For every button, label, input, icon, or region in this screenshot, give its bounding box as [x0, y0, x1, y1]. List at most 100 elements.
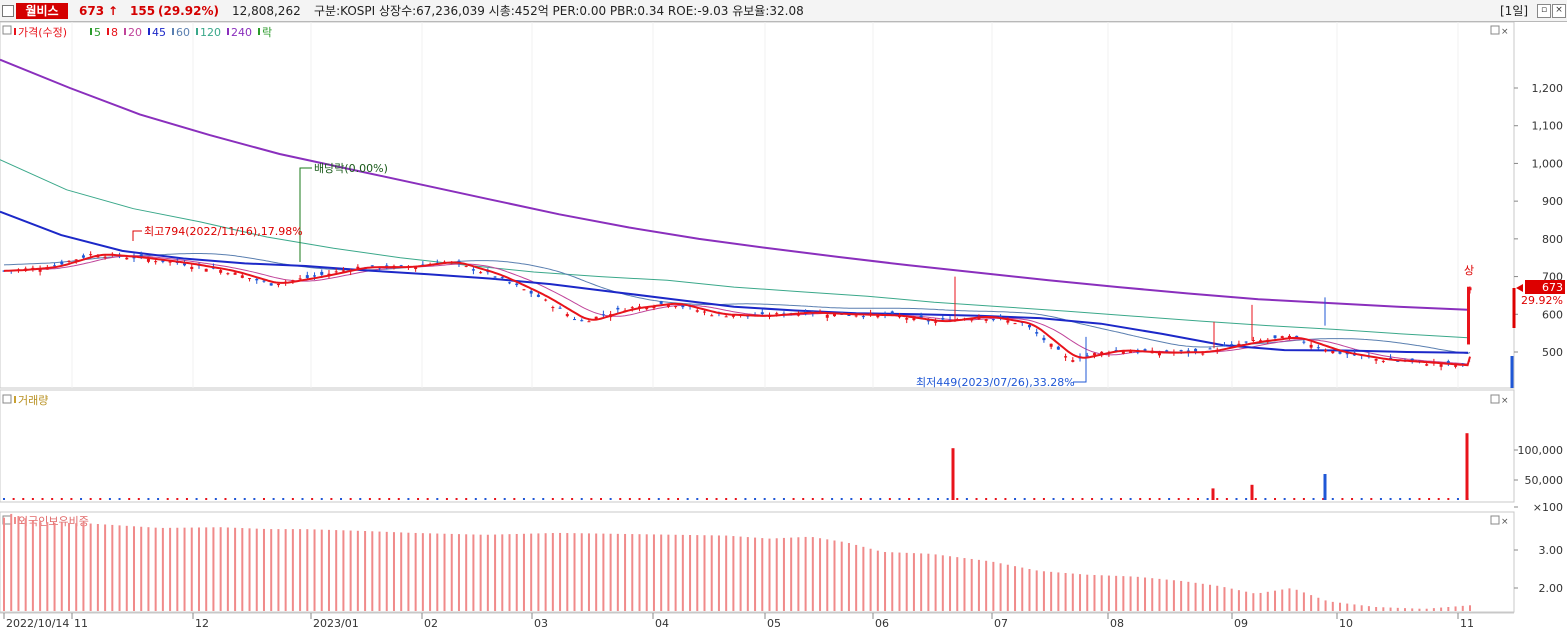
foreign-bar: [855, 544, 858, 611]
volume-bar: [1370, 498, 1373, 500]
foreign-bar: [1237, 590, 1240, 611]
current-price-tag: 673 29.92%: [1510, 280, 1565, 388]
volume-bar: [580, 498, 583, 500]
close-panel-icon[interactable]: ×: [1501, 27, 1509, 37]
foreign-bar: [905, 552, 908, 611]
candle-body: [1230, 344, 1234, 346]
volume-bar: [734, 498, 737, 500]
volume-bar: [359, 498, 362, 500]
price-tick-label: 1,000: [1532, 157, 1564, 170]
foreign-bar: [1324, 600, 1327, 611]
candle-body: [1251, 340, 1255, 342]
candle-body: [522, 289, 526, 291]
foreign-bar: [782, 537, 785, 611]
foreign-bar: [869, 548, 872, 611]
maximize-icon[interactable]: [1490, 25, 1500, 35]
volume-bar: [1196, 498, 1199, 500]
select-checkbox[interactable]: [2, 5, 14, 17]
volume-bar: [599, 498, 602, 500]
foreign-bar: [1266, 591, 1269, 611]
volume-bar: [1418, 498, 1421, 500]
foreign-bar: [277, 529, 280, 611]
foreign-bar: [1194, 582, 1197, 611]
foreign-bar: [1042, 571, 1045, 611]
foreign-bar: [465, 534, 468, 611]
foreign-bar: [24, 518, 27, 611]
candle-body: [594, 316, 598, 320]
volume-bar: [205, 498, 208, 500]
foreign-bar: [544, 533, 547, 611]
candle-body: [926, 320, 930, 322]
foreign-bar: [616, 533, 619, 611]
candle-body: [2, 270, 6, 272]
volume-close-icon[interactable]: ×: [1501, 396, 1509, 406]
foreign-bar: [1288, 588, 1291, 611]
foreign-bar: [1274, 590, 1277, 611]
foreign-bar: [306, 529, 309, 611]
candle-body: [313, 275, 317, 277]
volume-bar: [763, 498, 766, 500]
foreign-bar: [1404, 608, 1407, 611]
candle-body: [1425, 364, 1429, 366]
candle-body: [248, 278, 252, 280]
candle-body: [1338, 351, 1342, 354]
candle-body: [587, 321, 591, 323]
foreign-y-axis: 3.00 2.00: [1514, 544, 1563, 595]
candle-body: [703, 311, 707, 313]
foreign-bar: [667, 534, 670, 611]
foreign-bar: [1440, 607, 1443, 611]
foreign-bar: [674, 534, 677, 611]
foreign-bar: [190, 527, 193, 611]
candle-body: [1331, 350, 1335, 354]
foreign-bar: [739, 536, 742, 611]
candle-body: [81, 255, 85, 258]
volume-bar: [542, 498, 545, 500]
volume-bar: [648, 498, 651, 500]
volume-bar: [185, 498, 188, 500]
candle-body: [168, 261, 172, 263]
foreign-bar: [31, 520, 34, 611]
panel-toggle-icon[interactable]: [2, 25, 12, 35]
date-tick-label: 2023/01: [313, 617, 359, 630]
foreign-bar: [226, 527, 229, 611]
volume-bar: [1168, 498, 1171, 500]
volume-maximize-icon[interactable]: [1490, 394, 1500, 404]
close-icon[interactable]: ×: [1552, 4, 1566, 18]
volume-bar: [859, 498, 862, 500]
foreign-bar: [551, 533, 554, 611]
foreign-bar: [53, 522, 56, 611]
candle-body: [1056, 346, 1060, 350]
foreign-bar: [681, 534, 684, 611]
foreign-maximize-icon[interactable]: [1490, 515, 1500, 525]
volume-bar: [1206, 498, 1209, 500]
foreign-bar: [761, 538, 764, 611]
candle-body: [146, 258, 150, 262]
volume-bar: [1322, 498, 1325, 500]
foreign-bar: [1122, 576, 1125, 611]
candle-body: [724, 316, 728, 318]
volume-bar: [301, 498, 304, 500]
volume-bar: [1216, 498, 1219, 500]
volume-bar: [368, 498, 371, 500]
foreign-close-icon[interactable]: ×: [1501, 517, 1509, 527]
foreign-bar: [262, 528, 265, 611]
period-selector[interactable]: [1일]: [1500, 4, 1529, 18]
volume-bar: [638, 498, 641, 500]
volume-toggle-icon[interactable]: [2, 394, 12, 404]
volume-bar: [157, 498, 160, 500]
stock-name-badge[interactable]: 월비스: [16, 3, 68, 19]
candle-body: [45, 268, 49, 270]
volume-bar: [465, 498, 468, 500]
restore-icon[interactable]: ▫: [1537, 4, 1551, 18]
foreign-bar: [313, 529, 316, 611]
candle-body: [1324, 349, 1328, 352]
volume-bar: [474, 498, 477, 500]
foreign-bar: [934, 554, 937, 611]
volume-bar: [417, 498, 420, 500]
candle-body: [74, 259, 78, 261]
ma5-line: [3, 253, 1471, 367]
date-x-axis: 2022/10/14 11 12 2023/01 02 03 04 05 06 07 08 09 10 1…: [0, 612, 1514, 630]
volume-bar: [725, 498, 728, 500]
foreign-bar: [1367, 606, 1370, 611]
